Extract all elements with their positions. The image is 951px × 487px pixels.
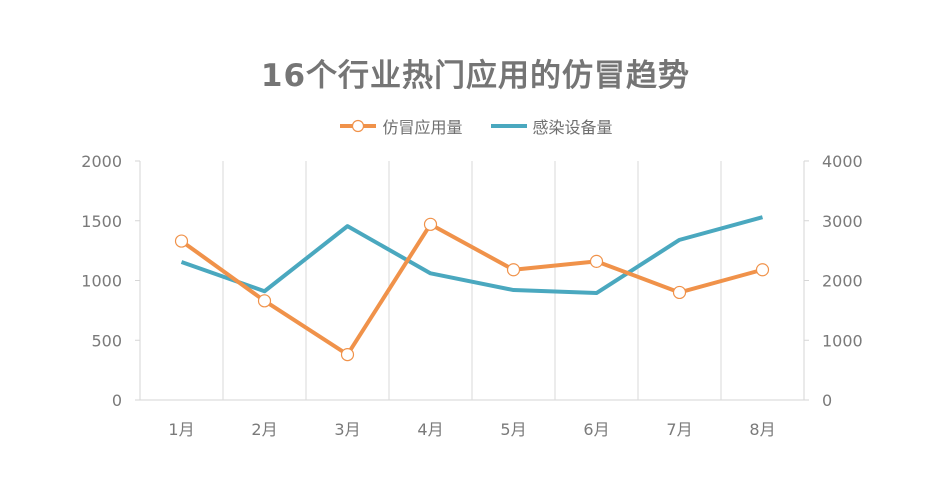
y-left-tick: 2000 — [81, 152, 122, 171]
line-circle-marker-icon — [340, 119, 377, 133]
legend-item-infected-devices: 感染设备量 — [489, 114, 613, 138]
x-tick: 7月 — [666, 420, 692, 439]
y-left-tick: 1000 — [81, 272, 122, 291]
x-tick: 2月 — [251, 420, 277, 439]
x-tick: 8月 — [749, 420, 775, 439]
data-point-marker — [257, 294, 272, 308]
legend-label: 仿冒应用量 — [382, 118, 463, 137]
line-icon — [490, 124, 527, 128]
data-point-marker — [174, 234, 189, 248]
series-line — [180, 222, 764, 357]
x-tick: 1月 — [168, 420, 194, 439]
legend-label: 感染设备量 — [532, 118, 613, 137]
y-left-tick: 1500 — [81, 212, 122, 231]
chart-title: 16个行业热门应用的仿冒趋势 — [260, 58, 691, 94]
x-tick: 4月 — [417, 420, 443, 439]
x-tick: 3月 — [334, 420, 360, 439]
legend: 仿冒应用量 感染设备量 — [0, 114, 951, 138]
data-point-marker — [423, 217, 438, 231]
data-point-marker — [672, 285, 687, 300]
y-right-tick: 4000 — [822, 152, 863, 171]
x-tick: 6月 — [583, 420, 609, 439]
x-tick: 5月 — [500, 420, 526, 439]
y-left-tick: 0 — [112, 391, 122, 410]
data-point-marker — [506, 263, 521, 277]
y-right-tick: 2000 — [822, 272, 863, 291]
legend-item-counterfeit-apps: 仿冒应用量 — [338, 114, 463, 138]
y-right-tick: 3000 — [822, 212, 863, 231]
y-right-tick: 1000 — [822, 331, 863, 350]
data-point-marker — [589, 254, 604, 268]
data-point-marker — [340, 347, 355, 362]
y-right-tick: 0 — [822, 391, 832, 410]
series-line — [180, 215, 764, 296]
y-left-tick: 500 — [91, 331, 122, 350]
data-point-marker — [755, 263, 770, 277]
